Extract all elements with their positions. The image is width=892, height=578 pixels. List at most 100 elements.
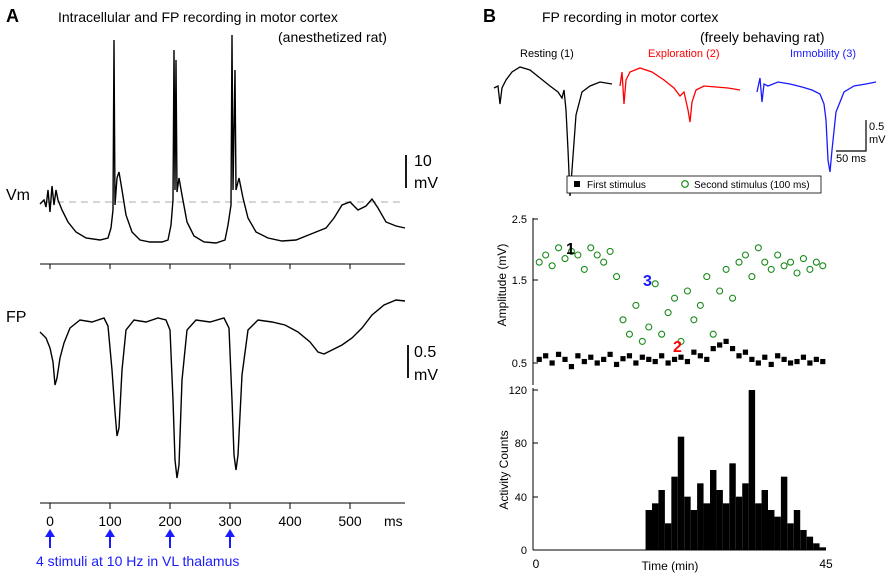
- first-stimulus-point: [768, 361, 774, 368]
- second-stimulus-point: [819, 262, 827, 270]
- activity-bar: [684, 496, 691, 550]
- first-stimulus-point: [723, 338, 729, 344]
- first-stimulus-point: [736, 353, 742, 359]
- first-stimulus-point: [549, 360, 555, 366]
- first-stimulus-point: [646, 356, 652, 362]
- first-stimulus-point: [704, 356, 710, 362]
- activity-bar: [664, 523, 672, 550]
- time-xtick-45: 45: [819, 557, 833, 571]
- second-stimulus-point: [600, 258, 608, 266]
- scatter-y-ticks: [533, 218, 538, 364]
- second-stimulus-point: [677, 337, 685, 345]
- first-stimulus-point: [613, 361, 620, 368]
- first-stimulus-point: [807, 360, 813, 366]
- second-stimulus-point: [580, 265, 588, 273]
- time-unit: ms: [384, 513, 403, 529]
- time-tick-200: 200: [158, 513, 182, 529]
- activity-bar: [761, 490, 768, 550]
- second-stimulus-point: [729, 294, 737, 302]
- second-stimulus-point: [748, 273, 756, 281]
- scatter-ytick-1-5: 1.5: [512, 275, 527, 287]
- scatter-legend-box: [566, 175, 822, 194]
- second-stimulus-point: [567, 247, 575, 255]
- legend-second-swatch: [681, 180, 689, 188]
- first-stimulus-point: [775, 353, 781, 359]
- activity-bar: [658, 490, 665, 550]
- first-stimulus-point: [601, 356, 607, 362]
- activity-histogram: 120 80 40 0 Activity Counts 0 45 Time (m…: [497, 385, 833, 573]
- second-stimulus-point: [812, 258, 820, 266]
- activity-bar: [742, 483, 749, 550]
- first-stimulus-point: [742, 349, 749, 355]
- activity-bar: [690, 510, 698, 550]
- panel-a-title: Intracellular and FP recording in motor …: [58, 9, 338, 25]
- state-marker-2: 2: [673, 339, 682, 356]
- time-tick-0: 0: [46, 513, 54, 529]
- first-stimulus-point: [684, 358, 691, 365]
- first-stimulus-point: [575, 353, 581, 359]
- first-stimulus-point: [607, 351, 613, 357]
- vm-label: Vm: [6, 187, 30, 204]
- first-stimulus-point: [659, 353, 665, 359]
- activity-bar: [774, 516, 781, 550]
- second-stimulus-point: [799, 255, 807, 263]
- first-stimulus-point: [581, 358, 587, 365]
- first-stimulus-point: [665, 360, 671, 366]
- activity-ytick-0: 0: [521, 545, 527, 557]
- panel-b: B FP recording in motor cortex (freely b…: [483, 6, 886, 573]
- time-tick-100: 100: [98, 513, 122, 529]
- activity-bar: [716, 490, 723, 550]
- activity-ytick-40: 40: [515, 492, 527, 504]
- activity-bar: [813, 543, 820, 550]
- second-stimulus-point: [651, 280, 659, 288]
- second-stimulus-point: [625, 330, 633, 338]
- activity-bar: [735, 496, 743, 550]
- activity-bar: [677, 436, 685, 550]
- second-stimulus-point: [709, 330, 717, 338]
- panel-a-subtitle: (anesthetized rat): [278, 29, 387, 45]
- activity-bar: [729, 463, 736, 550]
- first-stimulus-point: [626, 353, 633, 359]
- first-stimulus-point: [794, 358, 800, 365]
- scatter-ytick-2-5: 2.5: [512, 214, 527, 226]
- state-marker-1: 1: [566, 241, 575, 258]
- first-stimulus-point: [536, 356, 542, 362]
- second-stimulus-point: [696, 301, 704, 309]
- first-stimulus-point: [555, 351, 562, 357]
- fp-scale-unit: mV: [414, 367, 438, 384]
- second-stimulus-point: [555, 244, 563, 252]
- activity-bar: [755, 503, 762, 550]
- second-stimulus-point: [690, 316, 698, 324]
- first-stimulus-point: [800, 354, 807, 360]
- second-stimulus-point: [542, 251, 550, 259]
- second-stimulus-point: [658, 330, 666, 338]
- second-stimulus-point: [587, 244, 595, 252]
- first-stimulus-point: [678, 354, 684, 360]
- stimulus-note: 4 stimuli at 10 Hz in VL thalamus: [36, 553, 239, 569]
- activity-bar: [652, 503, 659, 550]
- second-stimulus-point: [561, 255, 569, 263]
- activity-ytick-80: 80: [515, 438, 527, 450]
- scatter-ytick-0-5: 0.5: [512, 358, 527, 370]
- second-stimulus-point: [632, 301, 640, 309]
- trace-scale-time: 50 ms: [836, 153, 866, 165]
- vm-scale-unit: mV: [414, 175, 438, 192]
- first-stimulus-point: [620, 356, 626, 362]
- second-stimulus-point: [741, 251, 749, 259]
- stimulus-arrow-icon: [225, 529, 235, 548]
- trace-label-immobility: Immobility (3): [790, 48, 856, 60]
- stimulus-arrow-icon: [45, 529, 55, 548]
- second-stimulus-point: [638, 337, 646, 345]
- resting-trace: [493, 66, 613, 197]
- panel-a: A Intracellular and FP recording in moto…: [6, 6, 438, 569]
- first-stimulus-point: [717, 342, 723, 348]
- first-stimulus-point: [787, 360, 794, 366]
- time-tick-400: 400: [278, 513, 302, 529]
- first-stimulus-point: [568, 364, 575, 370]
- state-marker-3: 3: [643, 273, 652, 290]
- bottom-axis-ticks: [49, 503, 351, 509]
- activity-bar: [645, 510, 652, 550]
- activity-bar: [800, 530, 807, 550]
- activity-bar: [748, 390, 756, 550]
- second-stimulus-point: [780, 262, 788, 270]
